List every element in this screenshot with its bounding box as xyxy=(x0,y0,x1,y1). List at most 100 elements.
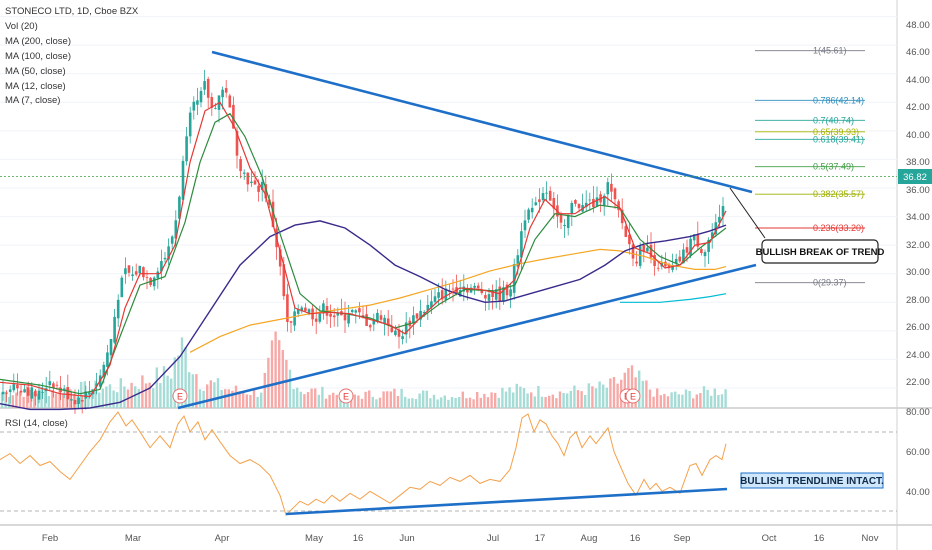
volume-bar xyxy=(688,390,691,408)
candle-body xyxy=(113,316,116,343)
volume-bar xyxy=(386,391,389,408)
breakout-annotation[interactable]: BULLISH BREAK OF TREND xyxy=(729,187,885,264)
volume-bar xyxy=(0,392,4,408)
price-tick: 24.00 xyxy=(906,350,930,361)
price-axis[interactable]: 48.00 46.00 44.00 42.00 40.00 38.00 36.0… xyxy=(906,20,930,388)
candle-body xyxy=(278,249,282,267)
volume-bar xyxy=(411,398,414,408)
legend-item: MA (12, close) xyxy=(5,81,66,92)
candle-body xyxy=(635,261,638,264)
candle-body xyxy=(26,387,30,396)
candle-body xyxy=(152,277,156,287)
candle-body xyxy=(127,265,131,273)
volume-bar xyxy=(580,391,583,408)
rsi-trendline[interactable] xyxy=(285,487,728,516)
time-tick: 17 xyxy=(535,533,546,544)
volume-bar xyxy=(18,391,22,408)
rsi-tick: 80.00 xyxy=(906,407,930,418)
price-tick: 40.00 xyxy=(906,130,930,141)
volume-bar xyxy=(540,396,544,408)
time-tick: 16 xyxy=(353,533,364,544)
candle-body xyxy=(404,322,408,335)
candle-body xyxy=(286,294,289,323)
volume-bar xyxy=(695,394,698,408)
candle-body xyxy=(203,81,206,90)
volume-bar xyxy=(137,388,140,408)
legend-item: MA (200, close) xyxy=(5,36,71,47)
candle-body xyxy=(206,78,210,98)
candle-body xyxy=(512,264,516,293)
volume-bar xyxy=(328,394,331,408)
volume-bar xyxy=(702,386,706,408)
candle-body xyxy=(624,226,628,237)
earnings-marker[interactable] xyxy=(625,388,641,404)
volume-bar xyxy=(551,394,554,408)
volume-bar xyxy=(656,388,659,408)
volume-bar xyxy=(612,376,616,408)
volume-bar xyxy=(429,398,432,408)
candle-body xyxy=(541,193,545,201)
price-tick: 44.00 xyxy=(906,75,930,86)
volume-bar xyxy=(166,375,169,408)
candle-body xyxy=(300,307,304,312)
volume-bar xyxy=(270,340,274,408)
volume-bar xyxy=(238,391,241,408)
price-pane[interactable] xyxy=(0,0,897,408)
volume-bar xyxy=(195,374,198,408)
candle-body xyxy=(192,101,196,111)
fib-level-label: 0.618(39.41) xyxy=(813,134,864,144)
candle-body xyxy=(412,315,415,323)
volume-bar xyxy=(198,389,202,408)
moving-averages xyxy=(0,101,727,411)
time-axis[interactable]: Feb Mar Apr May 16 Jun Jul 17 Aug 16 Sep… xyxy=(42,533,879,544)
volume-bar xyxy=(357,395,360,408)
price-tick: 32.00 xyxy=(906,240,930,251)
volume-bar xyxy=(314,388,317,408)
candle-body xyxy=(224,88,228,93)
volume-bar xyxy=(206,384,209,408)
candle-body xyxy=(228,95,232,108)
candle-body xyxy=(41,391,44,393)
earnings-marker[interactable] xyxy=(172,388,188,404)
candle-body xyxy=(484,295,487,299)
rsi-pane[interactable]: RSI (14, close) 80.00 60.00 40.00 BULLIS… xyxy=(0,407,930,517)
candle-body xyxy=(574,200,577,204)
volume-bar xyxy=(11,395,14,408)
descending-trendline[interactable] xyxy=(211,50,753,194)
volume-bar xyxy=(407,398,410,408)
volume-bar xyxy=(116,392,119,408)
candle-body xyxy=(178,196,181,219)
candle-body xyxy=(678,256,682,262)
earnings-marker-label: E xyxy=(177,392,183,402)
volume-bar xyxy=(245,394,248,408)
candle-body xyxy=(685,247,689,253)
candle-body xyxy=(62,388,66,391)
candle-body xyxy=(602,195,606,206)
volume-bar xyxy=(630,365,634,408)
candle-body xyxy=(307,309,311,314)
candle-body xyxy=(185,136,188,162)
volume-bar xyxy=(15,392,18,408)
candle-body xyxy=(347,315,350,324)
candle-body xyxy=(718,216,721,223)
volume-bar xyxy=(389,391,392,408)
legend[interactable]: STONECO LTD, 1D, Cboe BZX Vol (20) MA (2… xyxy=(5,6,139,106)
time-tick: Jun xyxy=(399,533,414,544)
candle-body xyxy=(271,201,275,228)
volume-bar xyxy=(396,396,400,408)
time-tick: Aug xyxy=(581,533,598,544)
candle-body xyxy=(214,108,217,109)
candle-body xyxy=(520,231,523,258)
candle-body xyxy=(527,209,530,220)
rsi-label: RSI (14, close) xyxy=(5,418,68,429)
volume-bar xyxy=(670,392,673,408)
candle-body xyxy=(563,225,566,227)
ascending-trendline[interactable] xyxy=(177,263,757,410)
earnings-marker[interactable] xyxy=(338,388,354,404)
candle-body xyxy=(671,265,674,270)
volume-bar xyxy=(332,392,335,408)
candle-body xyxy=(534,202,538,206)
candle-body xyxy=(343,314,347,321)
earnings-markers[interactable]: E E E E xyxy=(172,388,641,404)
